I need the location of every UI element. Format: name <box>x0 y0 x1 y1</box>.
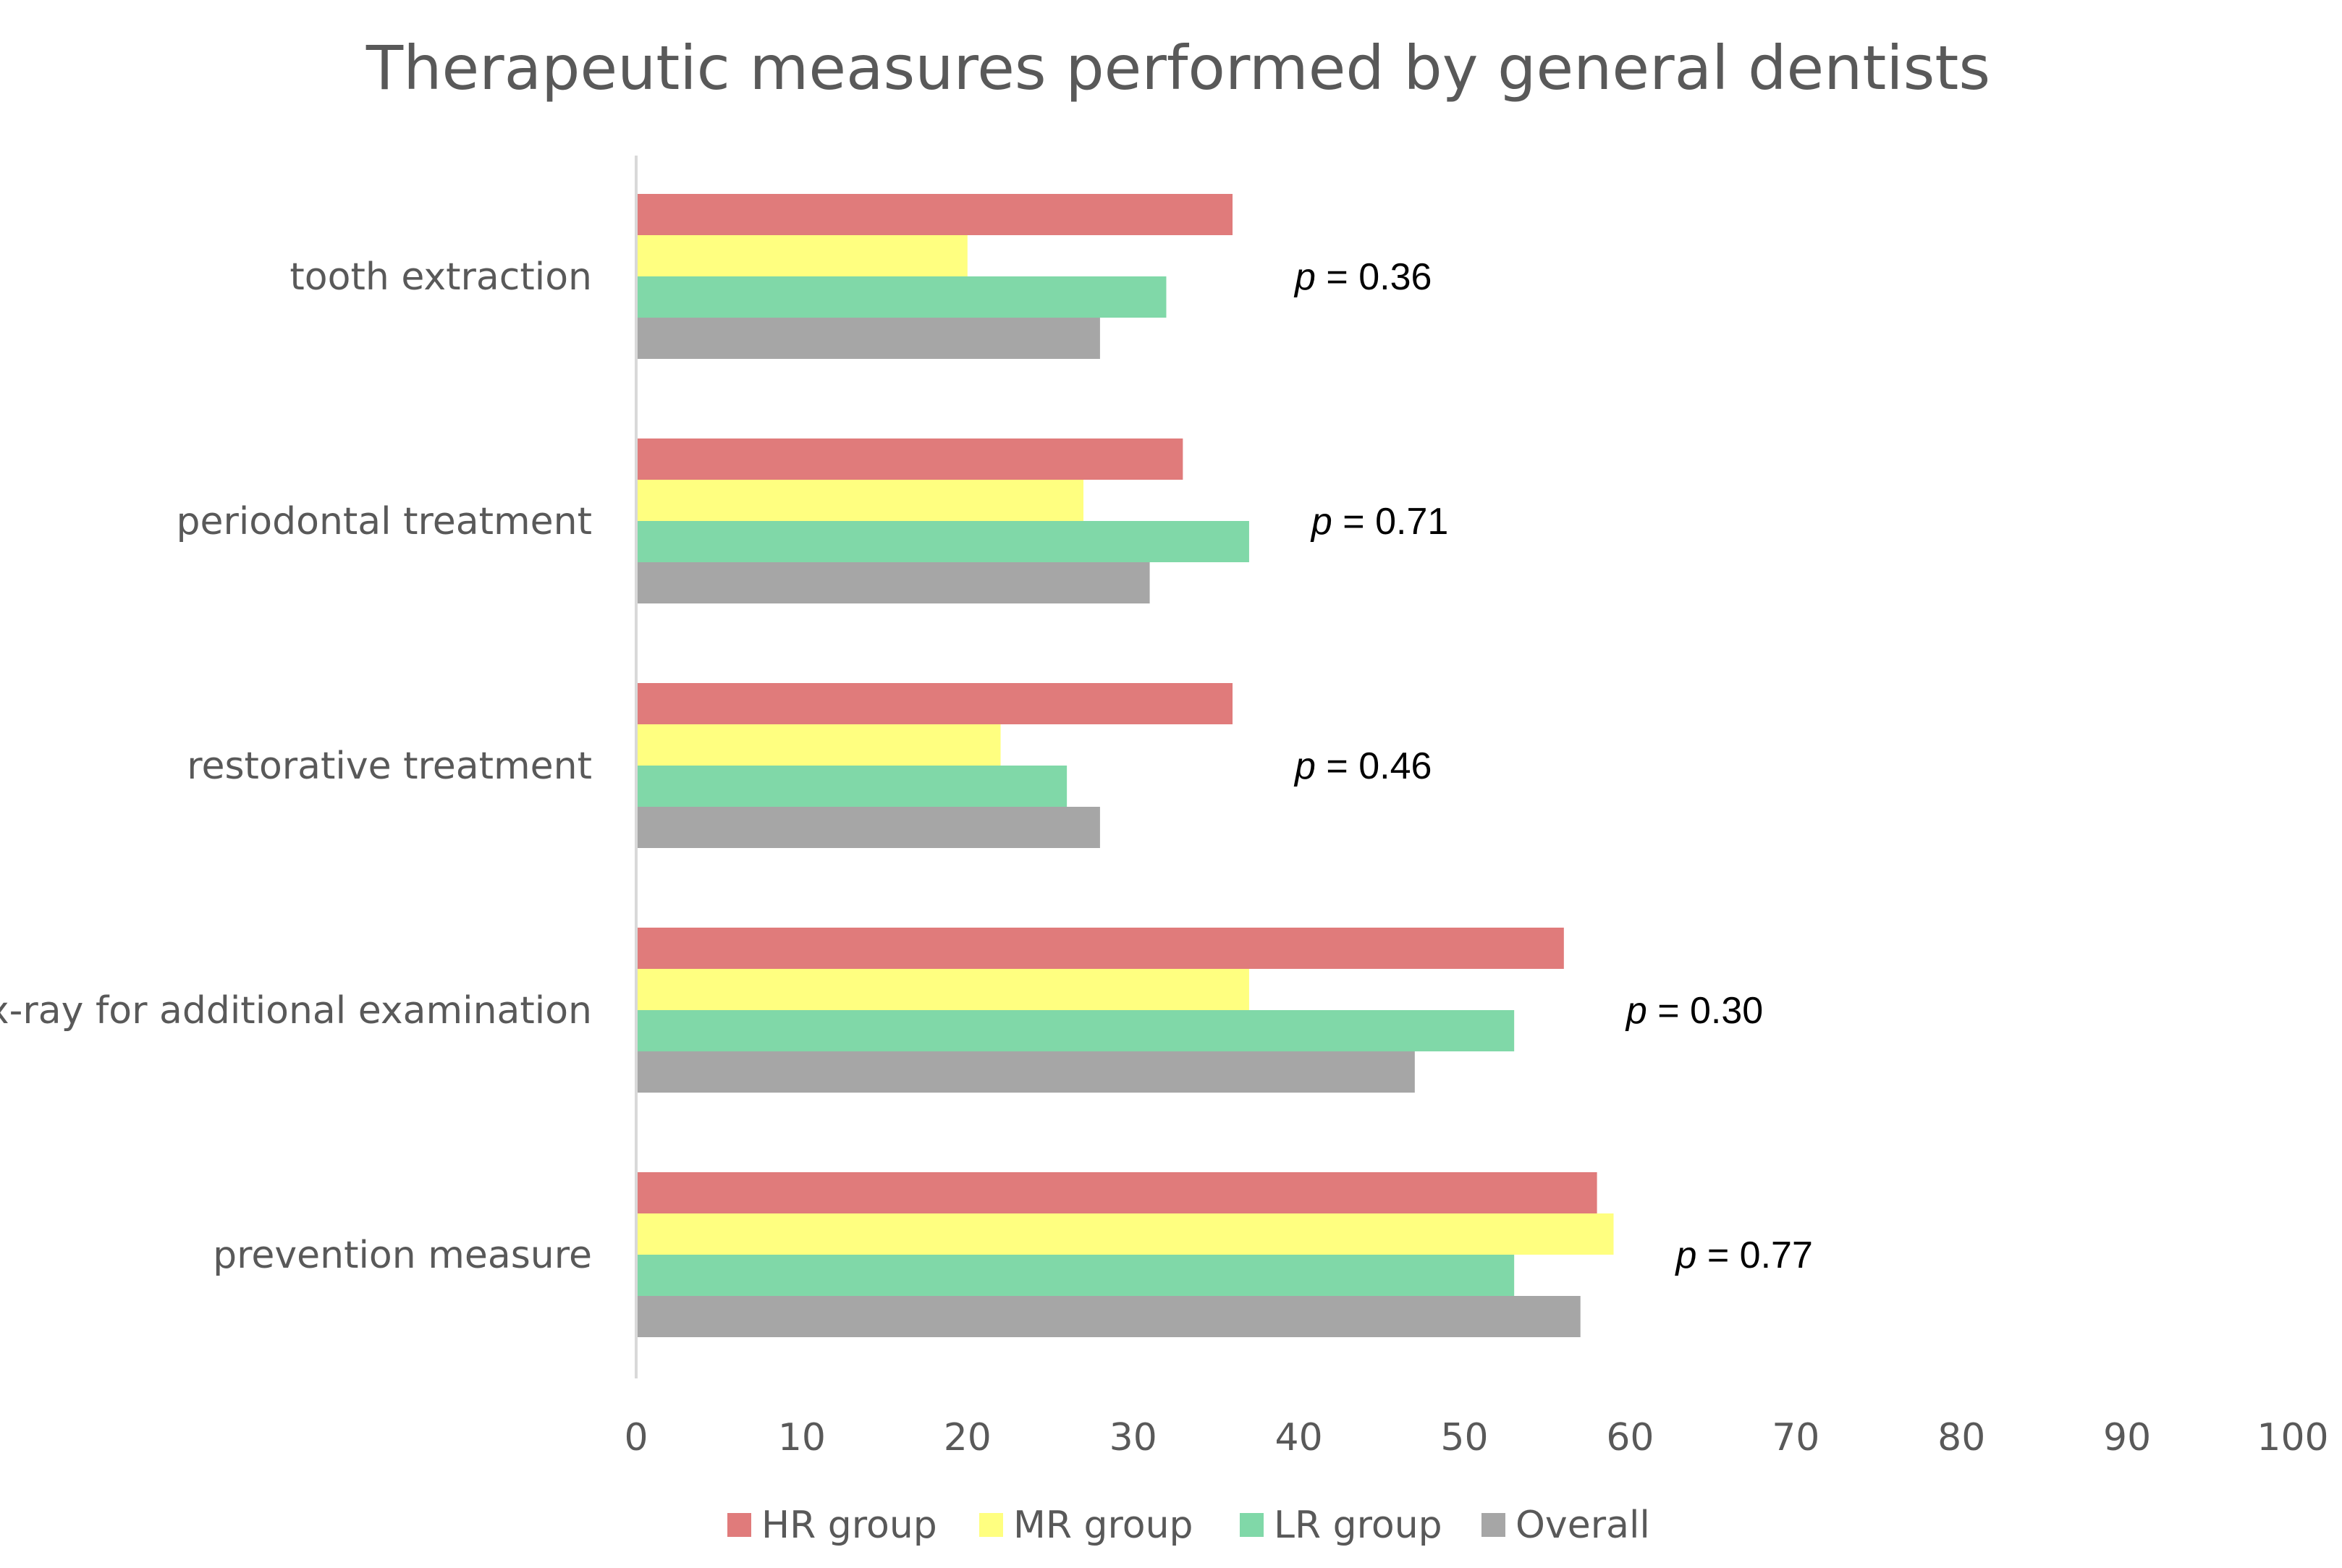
category-label: periodontal treatment <box>176 500 592 543</box>
chart-title: Therapeutic measures performed by genera… <box>365 33 1990 103</box>
bar-overall <box>636 318 1100 359</box>
bar-hr-group <box>636 438 1183 480</box>
bar-overall <box>636 562 1150 603</box>
category-label: prevention measure <box>213 1234 592 1277</box>
p-symbol: p <box>1310 501 1332 543</box>
bar-mr-group <box>636 235 968 276</box>
x-tick-label: 0 <box>624 1416 648 1459</box>
legend: HR group MR group LR group Overall <box>727 1504 1650 1547</box>
p-value-text: = 0.30 <box>1647 990 1763 1032</box>
p-value-label: p = 0.77 <box>1675 1234 1813 1276</box>
legend-label: Overall <box>1515 1504 1650 1547</box>
x-tick-label: 60 <box>1606 1416 1654 1459</box>
bar-mr-group <box>636 724 1001 766</box>
legend-swatch <box>1240 1513 1264 1537</box>
bar-overall <box>636 1051 1415 1093</box>
x-tick-label: 70 <box>1772 1416 1819 1459</box>
p-value-label: p = 0.46 <box>1293 745 1432 787</box>
category-labels: tooth extraction periodontal treatment res… <box>0 255 592 1277</box>
bars <box>636 194 1614 1337</box>
p-value-text: = 0.46 <box>1316 745 1432 787</box>
x-tick-label: 50 <box>1440 1416 1488 1459</box>
bar-hr-group <box>636 683 1233 724</box>
p-value-text: = 0.36 <box>1316 256 1432 298</box>
x-tick-label: 100 <box>2257 1416 2328 1459</box>
p-value-label: p = 0.30 <box>1625 990 1763 1032</box>
x-tick-label: 30 <box>1109 1416 1157 1459</box>
bar-lr-group <box>636 521 1249 562</box>
bar-overall <box>636 807 1100 848</box>
bar-lr-group <box>636 276 1167 318</box>
category-label: tooth extraction <box>289 255 592 299</box>
p-symbol: p <box>1293 256 1316 298</box>
legend-swatch <box>1481 1513 1505 1537</box>
bar-mr-group <box>636 1213 1614 1255</box>
legend-label: MR group <box>1013 1504 1193 1547</box>
bar-hr-group <box>636 928 1564 969</box>
x-tick-label: 10 <box>778 1416 826 1459</box>
bar-hr-group <box>636 1172 1597 1213</box>
bar-lr-group <box>636 766 1068 807</box>
legend-swatch <box>727 1513 751 1537</box>
p-value-label: p = 0.71 <box>1310 501 1448 543</box>
bar-mr-group <box>636 480 1084 521</box>
p-value-text: = 0.77 <box>1696 1234 1812 1276</box>
p-symbol: p <box>1675 1234 1697 1276</box>
bar-mr-group <box>636 969 1249 1010</box>
bar-lr-group <box>636 1255 1515 1296</box>
p-value-annotations: p = 0.36p = 0.71p = 0.46p = 0.30p = 0.77 <box>1293 256 1813 1276</box>
x-axis-ticks: 0 10 20 30 40 50 60 70 80 90 100 <box>624 1416 2328 1459</box>
x-tick-label: 90 <box>2103 1416 2151 1459</box>
x-tick-label: 40 <box>1275 1416 1323 1459</box>
p-symbol: p <box>1625 990 1647 1032</box>
category-label: restorative treatment <box>187 745 592 788</box>
bar-lr-group <box>636 1010 1515 1051</box>
legend-label: LR group <box>1274 1504 1442 1547</box>
x-tick-label: 20 <box>944 1416 992 1459</box>
legend-swatch <box>979 1513 1003 1537</box>
p-value-text: = 0.71 <box>1332 501 1448 543</box>
p-symbol: p <box>1293 745 1316 787</box>
bar-hr-group <box>636 194 1233 235</box>
legend-label: HR group <box>761 1504 937 1547</box>
x-tick-label: 80 <box>1937 1416 1985 1459</box>
p-value-label: p = 0.36 <box>1293 256 1432 298</box>
category-label: x-ray for additional examination <box>0 989 592 1033</box>
bar-overall <box>636 1296 1581 1337</box>
